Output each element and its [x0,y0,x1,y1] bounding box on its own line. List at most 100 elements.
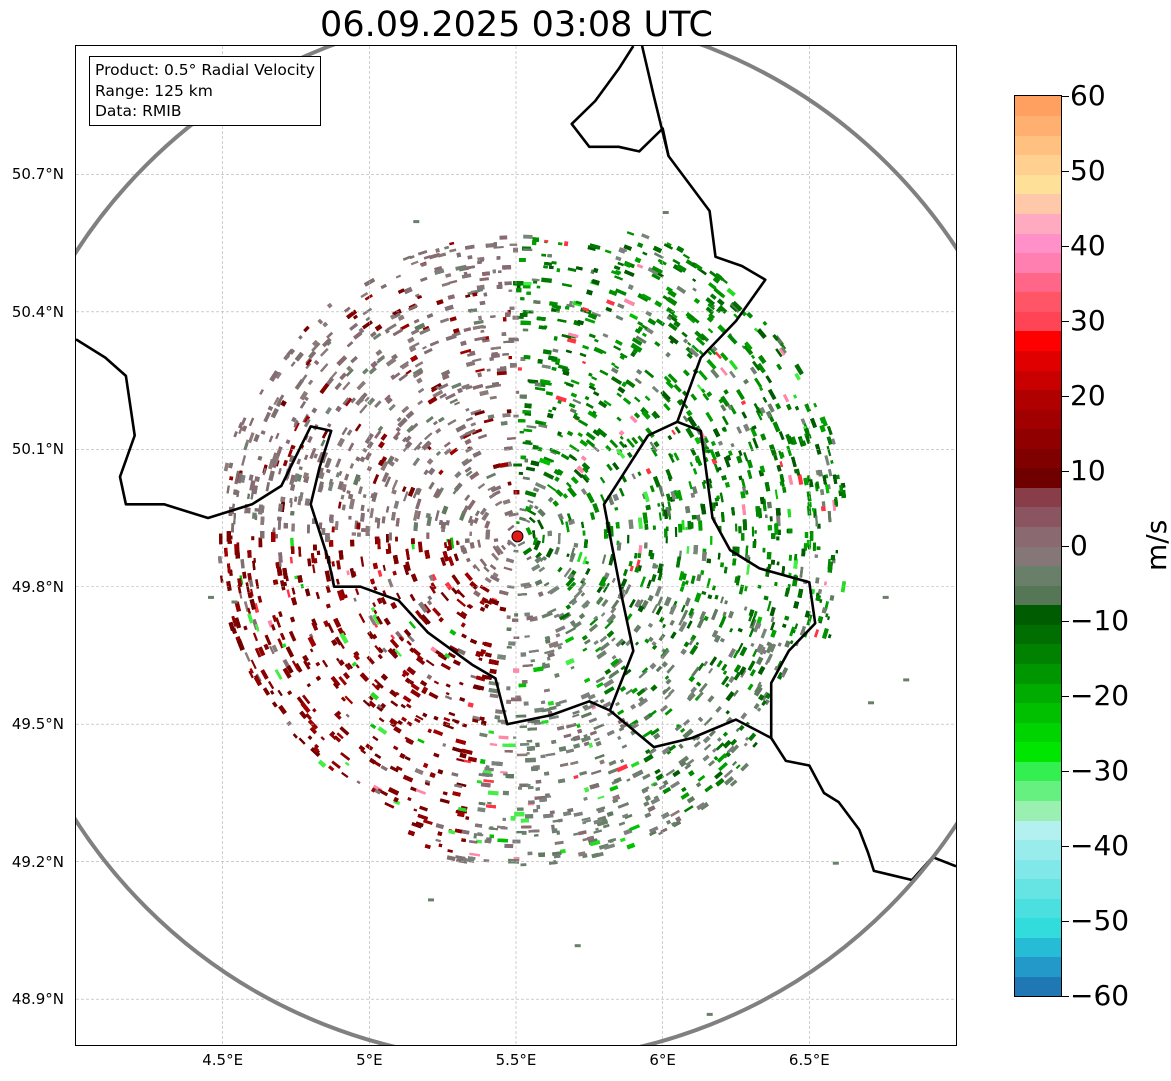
colorbar-segment [1015,330,1061,351]
lon-tick-label: 6.5°E [788,1051,830,1069]
colorbar-tick-label: −50 [1070,904,1130,937]
colorbar-segment [1015,956,1061,978]
colorbar-segment [1015,96,1061,117]
colorbar-tick-mark [1062,846,1069,847]
colorbar-tick-label: 0 [1070,529,1088,562]
colorbar-tick-mark [1062,96,1069,97]
lat-tick-label: 49.2°N [11,852,64,871]
border-line [570,46,767,423]
lat-tick-label: 48.9°N [11,990,64,1009]
colorbar-segment [1015,311,1061,332]
lon-tick-label: 4.5°E [202,1051,244,1069]
country-borders [76,46,956,882]
colorbar-tick-mark [1062,171,1069,172]
colorbar-segment [1015,839,1061,860]
product-label: Product: 0.5° Radial Velocity [95,61,315,79]
colorbar-segment [1015,428,1061,449]
colorbar-segment [1015,546,1061,567]
colorbar-segment [1015,663,1061,684]
colorbar-tick-label: 50 [1070,154,1106,187]
radar-map-canvas[interactable] [76,46,956,1045]
lon-tick-label: 5°E [356,1051,383,1069]
colorbar-segment [1015,819,1061,841]
colorbar-segment [1015,859,1061,880]
colorbar-segment [1015,272,1061,293]
colorbar-tick-mark [1062,696,1069,697]
lat-tick-label: 50.7°N [11,165,64,184]
colorbar-segment [1015,702,1061,723]
colorbar-segment [1015,467,1061,488]
colorbar-segment [1015,115,1061,136]
colorbar-tick-label: 40 [1070,229,1106,262]
colorbar-tick-mark [1062,471,1069,472]
colorbar-tick-label: 20 [1070,379,1106,412]
colorbar-tick-label: −10 [1070,604,1130,637]
colorbar-segment [1015,976,1061,996]
colorbar-segment [1015,800,1061,821]
colorbar-tick-mark [1062,396,1069,397]
colorbar-segment [1015,878,1061,899]
radar-map-panel[interactable] [75,45,957,1046]
colorbar-segment [1015,135,1061,156]
colorbar-tick-label: −20 [1070,679,1130,712]
graticule [76,46,956,1045]
colorbar-segment [1015,565,1061,586]
colorbar-segment [1015,780,1061,801]
colorbar-segment [1015,193,1061,214]
colorbar-segment [1015,917,1061,938]
colorbar-segment [1015,252,1061,273]
colorbar-segment [1015,232,1061,254]
colorbar-segment [1015,761,1061,782]
colorbar-tick-mark [1062,246,1069,247]
colorbar-segment [1015,682,1061,704]
lat-tick-label: 50.4°N [11,302,64,321]
lon-tick-label: 6°E [649,1051,676,1069]
lon-tick-label: 5.5°E [495,1051,537,1069]
colorbar-segment [1015,506,1061,528]
radar-site-marker [511,530,524,543]
colorbar-segment [1015,526,1061,547]
map-title: 06.09.2025 03:08 UTC [320,5,713,45]
border-line [640,46,670,157]
range-label: Range: 125 km [95,81,213,100]
velocity-colorbar [1014,95,1062,997]
colorbar-segment [1015,389,1061,410]
data-source-label: Data: RMIB [95,102,182,120]
colorbar-segment [1015,409,1061,430]
colorbar-tick-mark [1062,621,1069,622]
colorbar-segment [1015,487,1061,508]
lat-tick-label: 49.8°N [11,577,64,596]
colorbar-segment [1015,741,1061,762]
colorbar-tick-label: −40 [1070,829,1130,862]
colorbar-tick-label: 10 [1070,454,1106,487]
colorbar-segment [1015,585,1061,606]
border-line [76,338,956,882]
border-line [602,420,817,738]
colorbar-segment [1015,213,1061,234]
colorbar-segment [1015,722,1061,743]
colorbar-segment [1015,448,1061,469]
colorbar-tick-label: −60 [1070,979,1130,1012]
colorbar-tick-mark [1062,996,1069,997]
colorbar-segment [1015,604,1061,625]
velocity-echoes [208,211,910,1016]
colorbar-segment [1015,154,1061,175]
colorbar-tick-label: −30 [1070,754,1130,787]
colorbar-segment [1015,643,1061,664]
colorbar-segment [1015,350,1061,371]
colorbar-segment [1015,174,1061,195]
colorbar-tick-mark [1062,321,1069,322]
colorbar-tick-mark [1062,921,1069,922]
colorbar-segment [1015,369,1061,391]
colorbar-tick-mark [1062,771,1069,772]
colorbar-tick-mark [1062,546,1069,547]
lat-tick-label: 50.1°N [11,440,64,459]
colorbar-segment [1015,291,1061,312]
colorbar-segment [1015,898,1061,919]
colorbar-unit-label: m/s [1140,519,1171,571]
colorbar-segment [1015,937,1061,958]
colorbar-tick-label: 30 [1070,304,1106,337]
lat-tick-label: 49.5°N [11,715,64,734]
colorbar-segment [1015,624,1061,645]
product-info-box: Product: 0.5° Radial Velocity Range: 125… [89,56,321,126]
